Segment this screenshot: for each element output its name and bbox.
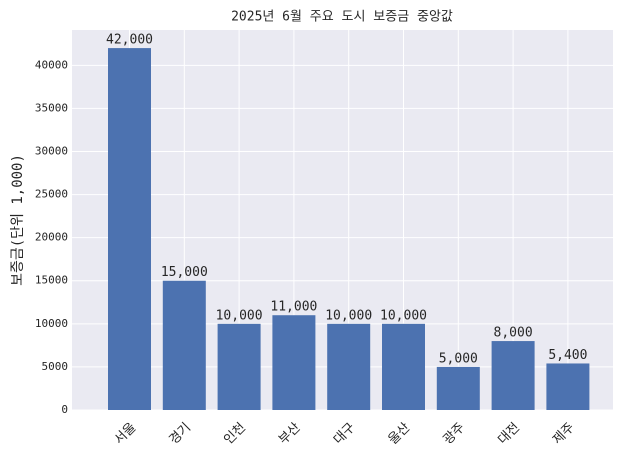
x-tick-label: 부산 [276,420,304,448]
bar [491,341,535,410]
value-label: 10,000 [216,308,263,323]
y-tick-label: 25000 [35,188,68,201]
value-label: 15,000 [161,265,208,280]
x-tick-label: 인천 [221,420,249,448]
bar [546,363,590,410]
bar [162,280,206,410]
bar [217,323,261,410]
value-label: 5,000 [439,351,478,366]
x-tick-label: 울산 [386,420,414,448]
bar [108,48,151,410]
value-label: 11,000 [270,300,317,315]
chart-title: 2025년 6월 주요 도시 보증금 중앙값 [231,10,453,25]
value-label: 10,000 [325,308,372,323]
y-tick-label: 35000 [35,101,68,114]
x-tick-label: 광주 [441,420,469,448]
value-label: 5,400 [548,348,587,363]
y-tick-label: 5000 [42,360,69,373]
bar [327,323,371,410]
bar [272,315,316,410]
value-label: 8,000 [494,326,533,341]
value-label: 42,000 [106,33,153,48]
x-tick-label: 경기 [167,420,195,448]
x-tick-label: 대전 [495,420,523,448]
x-tick-label: 대구 [331,420,359,448]
bar [382,323,425,410]
y-tick-label: 10000 [35,317,68,330]
y-tick-label: 15000 [35,274,68,287]
x-tick-label: 제주 [550,420,578,448]
y-tick-label: 30000 [35,144,68,157]
y-tick-label: 40000 [35,58,68,71]
y-axis-label: 보증금(단위 1,000) [10,154,26,286]
y-tick-label: 20000 [35,231,68,244]
y-tick-label: 0 [61,403,68,416]
bar [436,366,480,410]
x-tick-label: 서울 [112,420,140,448]
value-label: 10,000 [380,308,427,323]
